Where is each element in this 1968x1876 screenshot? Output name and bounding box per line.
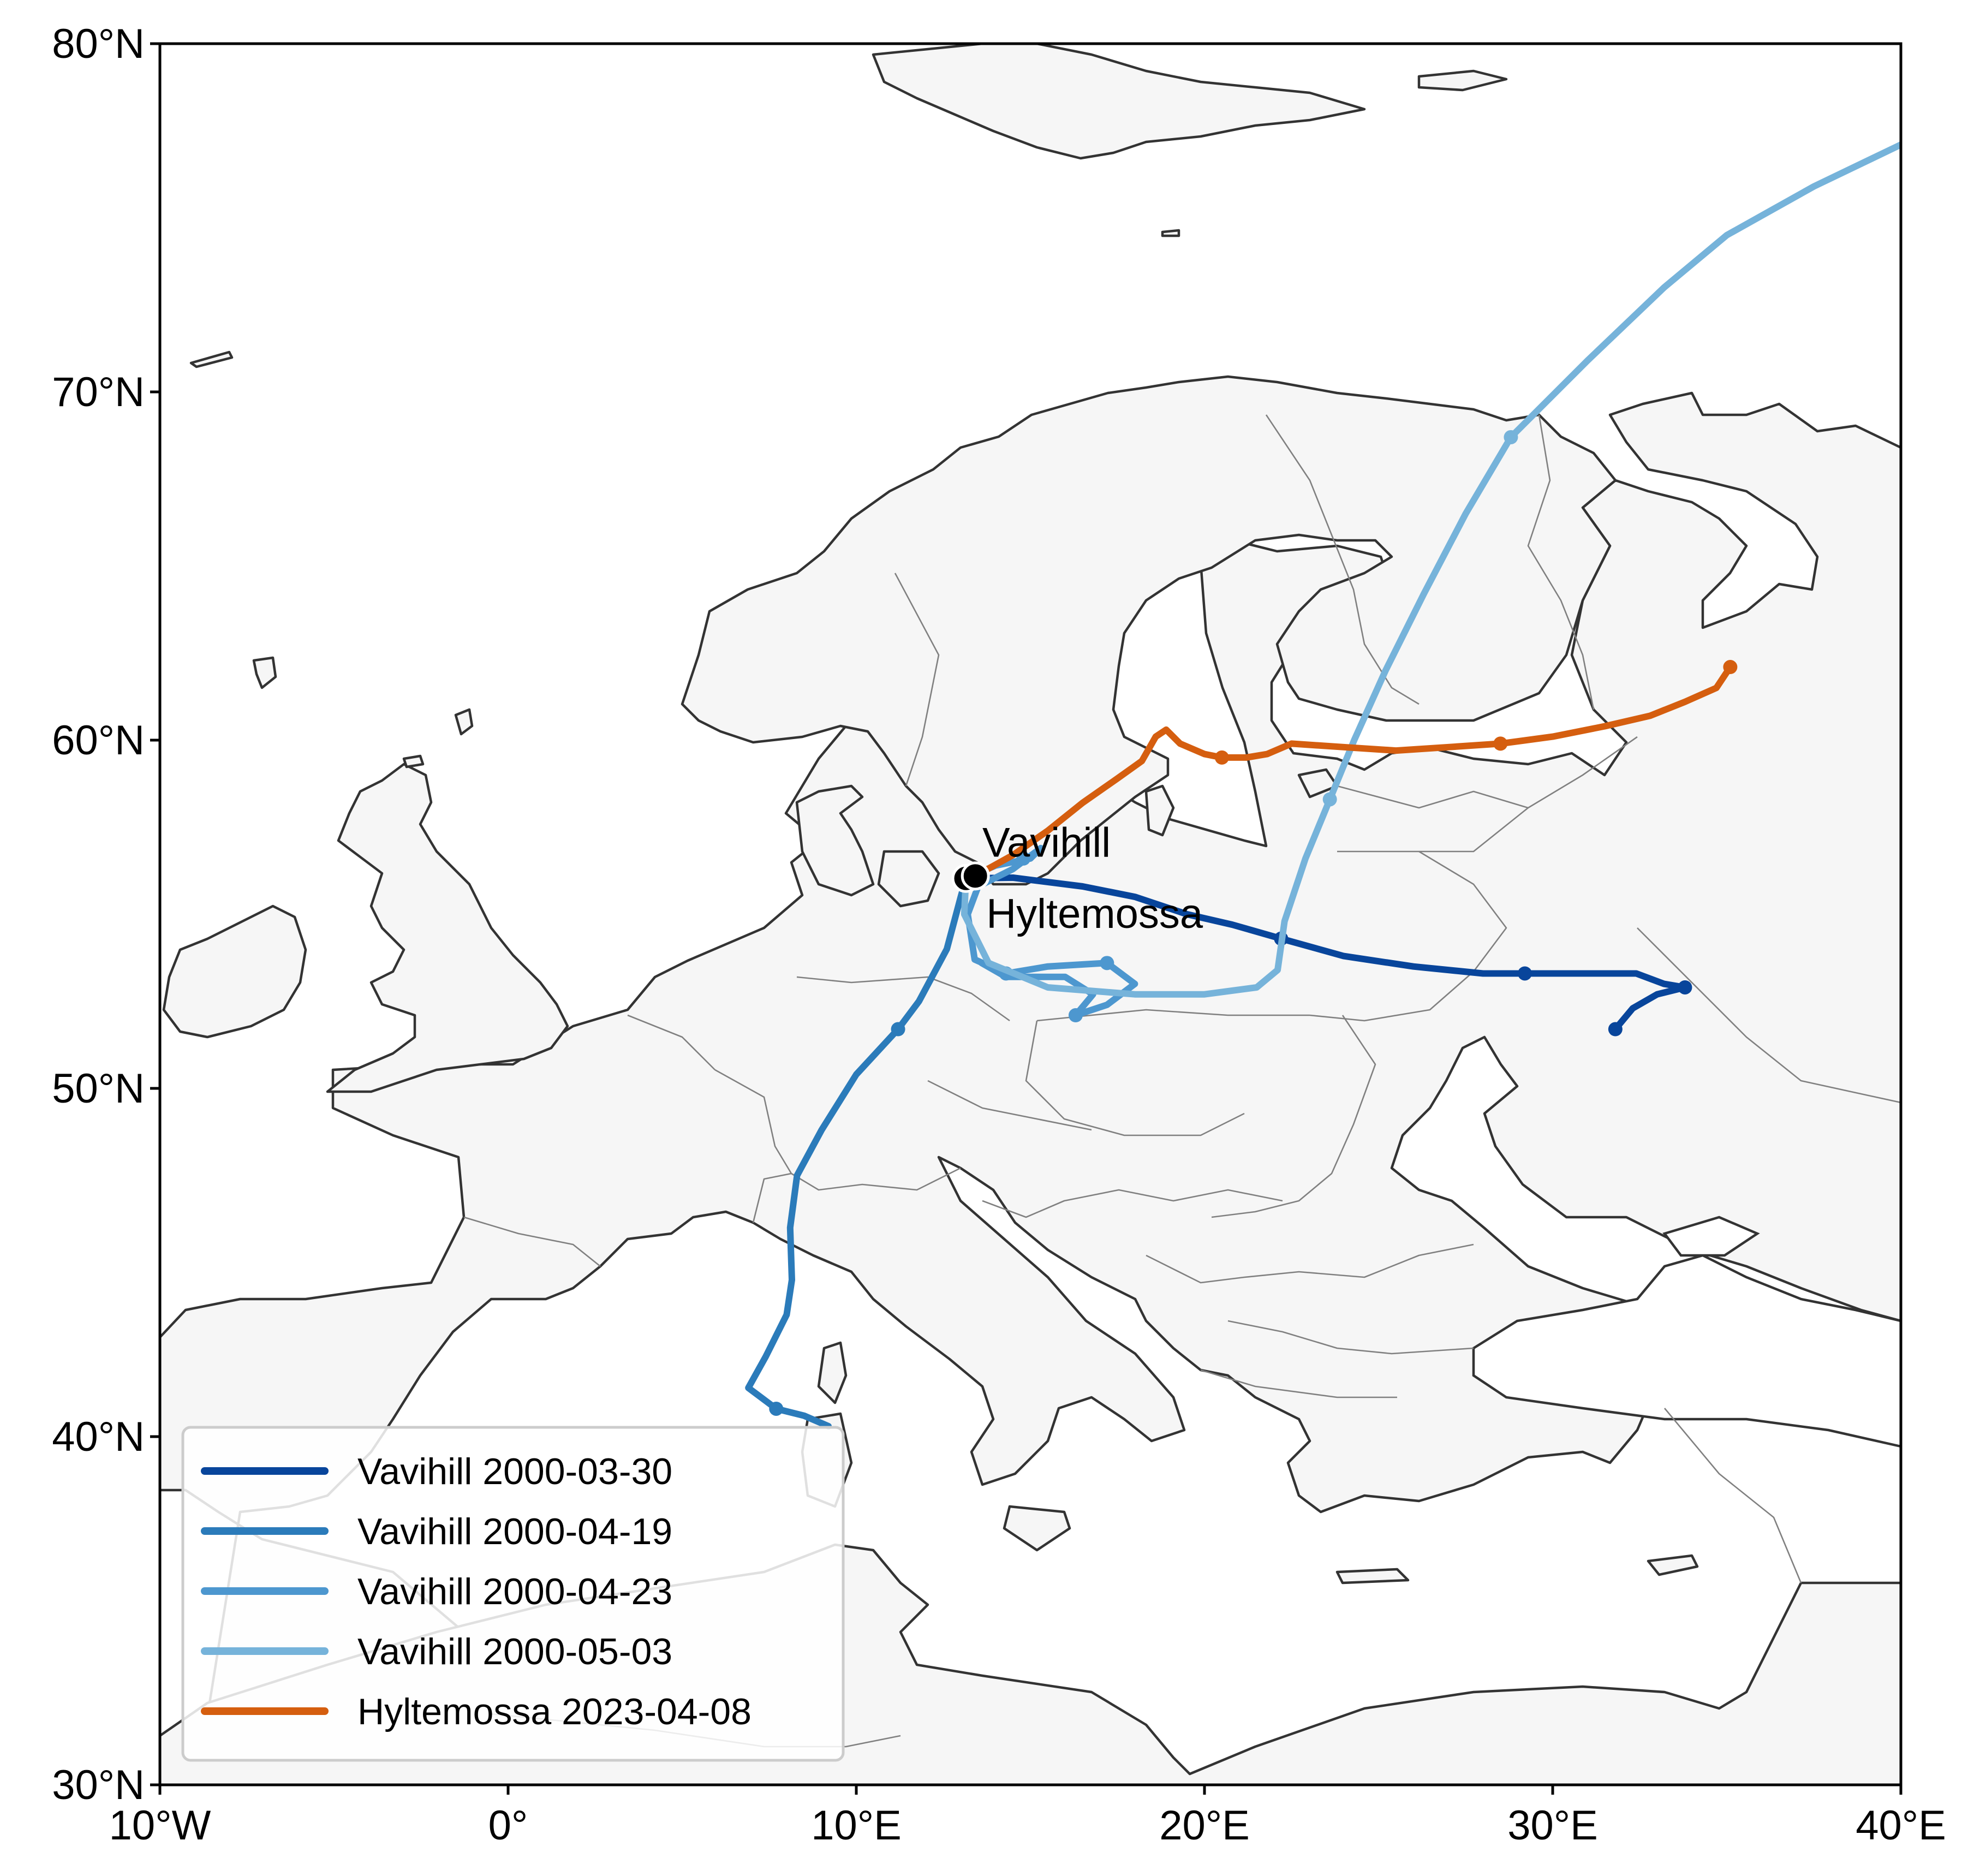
x-tick-label: 20°E bbox=[1159, 1802, 1250, 1849]
trajectory-marker bbox=[1504, 430, 1518, 444]
y-tick-label: 40°N bbox=[52, 1414, 145, 1460]
country-borders bbox=[463, 414, 1901, 1748]
x-tick-label: 0° bbox=[488, 1802, 528, 1849]
y-tick-label: 70°N bbox=[52, 369, 145, 415]
x-tick-label: 40°E bbox=[1856, 1802, 1946, 1849]
land-gotland bbox=[1144, 784, 1175, 837]
y-tick-label: 30°N bbox=[52, 1762, 145, 1808]
land-orkney bbox=[402, 754, 425, 769]
y-tick-label: 80°N bbox=[52, 21, 145, 67]
trajectory-marker bbox=[1214, 750, 1229, 765]
land-jan-mayen bbox=[189, 350, 234, 368]
site-label-hyltemossa: Hyltemossa bbox=[986, 891, 1203, 937]
trajectory-marker bbox=[1678, 980, 1692, 994]
land-great-britain bbox=[326, 763, 569, 1093]
land-svalbard bbox=[872, 44, 1366, 160]
trajectory-marker bbox=[1100, 956, 1114, 970]
land-corsica bbox=[817, 1341, 848, 1404]
trajectory-marker bbox=[1493, 736, 1508, 751]
sea-azov bbox=[1662, 1216, 1760, 1257]
land-faroe bbox=[252, 656, 277, 689]
trajectory-marker bbox=[1322, 792, 1337, 807]
land-bear-island bbox=[1161, 229, 1180, 237]
trajectory-marker bbox=[1608, 1022, 1623, 1037]
legend-box bbox=[181, 1426, 845, 1762]
land-crete bbox=[1335, 1568, 1410, 1585]
x-tick-label: 30°E bbox=[1507, 1802, 1598, 1849]
land-shetland bbox=[454, 708, 474, 736]
legend: Vavihill 2000-03-30 Vavihill 2000-04-19 Va… bbox=[181, 1426, 845, 1762]
legend-label: Vavihill 2000-03-30 bbox=[357, 1451, 672, 1492]
legend-label: Hyltemossa 2023-04-08 bbox=[357, 1691, 752, 1732]
x-tick-label: 10°E bbox=[811, 1802, 902, 1849]
sea-black-sea bbox=[1472, 1254, 1901, 1448]
trajectory-marker bbox=[769, 1401, 784, 1416]
land-cyprus bbox=[1647, 1554, 1699, 1576]
trajectory-marker bbox=[1068, 1008, 1083, 1023]
site-label-vavihill: Vavihill bbox=[982, 819, 1111, 866]
trajectory-line-2 bbox=[745, 875, 969, 1430]
land-zealand bbox=[877, 850, 940, 908]
trajectory-marker bbox=[1723, 660, 1738, 675]
trajectory-marker bbox=[891, 1022, 905, 1037]
legend-label: Vavihill 2000-05-03 bbox=[357, 1631, 672, 1672]
legend-label: Vavihill 2000-04-23 bbox=[357, 1571, 672, 1612]
trajectory-marker bbox=[1016, 851, 1031, 866]
legend-label: Vavihill 2000-04-19 bbox=[357, 1511, 672, 1552]
axis-ticks: 10°W 0° 10°E 20°E 30°E 40°E 30°N 40°N 50°N 60°N 70… bbox=[52, 21, 1946, 1849]
land-denmark bbox=[795, 784, 875, 897]
y-tick-label: 50°N bbox=[52, 1065, 145, 1112]
land-svalbard-east bbox=[1417, 69, 1508, 92]
site-markers: Vavihill Hyltemossa bbox=[951, 819, 1203, 937]
site-marker-hyltemossa bbox=[961, 861, 990, 891]
y-tick-label: 60°N bbox=[52, 717, 145, 764]
trajectory-lines bbox=[745, 141, 1901, 1430]
axes-frame bbox=[158, 42, 1903, 1786]
trajectory-line-5 bbox=[972, 664, 1734, 879]
land-ireland bbox=[162, 904, 307, 1039]
x-tick-label: 10°W bbox=[109, 1802, 211, 1849]
trajectory-marker bbox=[1517, 966, 1532, 981]
land-sicily bbox=[1003, 1505, 1071, 1552]
